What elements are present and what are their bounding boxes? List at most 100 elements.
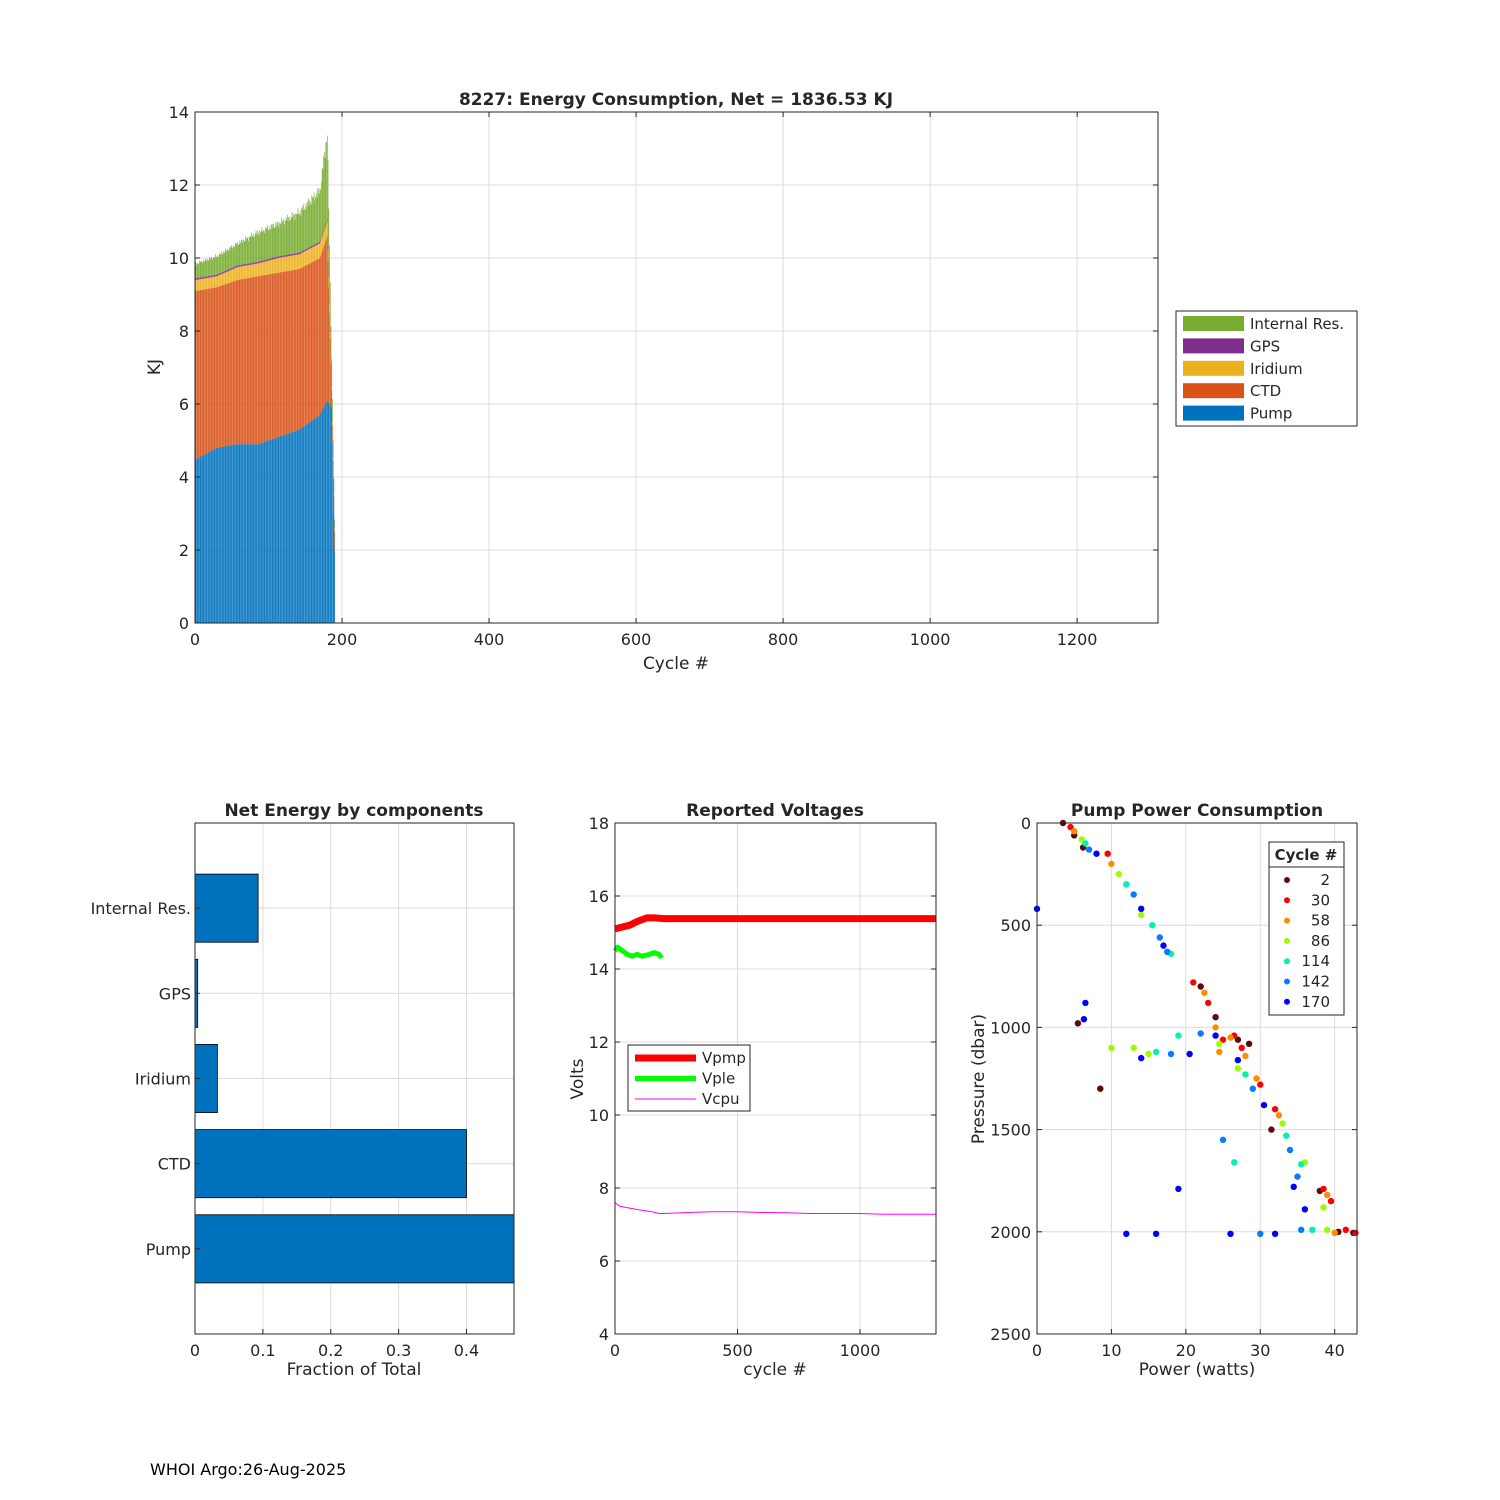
energy-bar-segment [280, 224, 282, 256]
energy-bar-segment [207, 277, 208, 289]
energy-bar-segment [282, 257, 283, 272]
energy-bar-segment [269, 274, 271, 440]
pump-point [1145, 1050, 1152, 1058]
energy-bar-segment [252, 264, 254, 278]
energy-bar-segment [313, 261, 314, 420]
energy-bar-segment [318, 244, 319, 259]
energy-bar-segment [265, 259, 266, 262]
energy-bar-segment [226, 251, 227, 271]
energy-bar-segment [275, 221, 277, 257]
energy-bar-segment [307, 250, 308, 265]
energy-bar-segment [252, 444, 253, 623]
energy-bar-segment [288, 256, 289, 271]
energy-bar-segment [243, 278, 245, 445]
components-xlabel: Fraction of Total [287, 1360, 422, 1380]
energy-bar-segment [220, 272, 222, 275]
energy-bar-segment [315, 196, 316, 244]
energy-bar-segment [258, 276, 260, 444]
energy-bar-segment [224, 270, 226, 273]
energy-bar-segment [274, 273, 276, 439]
energy-bar-segment [235, 268, 236, 281]
energy-bar-segment [300, 268, 302, 429]
energy-bar-segment [313, 419, 315, 623]
pump-chart: 0 10 20 30 40 0 500 1000 1500 2000 2500 Pump Power… [969, 801, 1359, 1380]
energy-bar-segment [245, 236, 247, 264]
energy-bar-segment [284, 255, 286, 257]
energy-bar-segment [199, 279, 200, 291]
energy-bar-segment [226, 283, 227, 447]
energy-bar-segment [309, 200, 311, 248]
energy-bar-segment [307, 198, 309, 248]
energy-bar-segment [326, 221, 327, 224]
energy-bar-segment [227, 445, 229, 623]
energy-bar-segment [294, 219, 296, 254]
energy-bar-segment [199, 456, 201, 623]
energy-bar-segment [285, 434, 286, 623]
energy-bar-segment [321, 251, 323, 411]
energy-bar-segment [206, 289, 208, 454]
energy-bar-segment [324, 244, 325, 407]
energy-bar-segment [224, 272, 226, 285]
components-ytick-label: Iridium [135, 1070, 191, 1089]
energy-xtick-label: 600 [621, 630, 652, 649]
voltages-lines [612, 914, 936, 1215]
energy-bar-segment [239, 264, 241, 267]
energy-bar-segment [278, 436, 280, 623]
energy-bar-segment [306, 248, 308, 251]
energy-bar-segment [239, 444, 241, 623]
energy-bar-segment [250, 237, 252, 263]
pump-point [1320, 1185, 1327, 1193]
energy-bar-segment [239, 240, 241, 265]
energy-bar-segment [218, 447, 219, 623]
energy-bar-segment [310, 246, 311, 249]
energy-bar-segment [218, 275, 219, 287]
energy-bar-segment [308, 249, 310, 264]
energy-bar-segment [264, 259, 266, 262]
energy-bar-segment [222, 254, 224, 272]
energy-bar-segment [290, 219, 291, 255]
energy-bar-segment [244, 263, 246, 266]
energy-bar-segment [288, 256, 290, 271]
energy-xtick-label: 0 [190, 630, 200, 649]
energy-bar-segment [277, 256, 279, 259]
energy-bar-segment [227, 249, 228, 270]
energy-bar-segment [321, 181, 322, 238]
energy-bar-segment [305, 203, 307, 250]
energy-bar-segment [243, 265, 245, 279]
energy-bar-segment [238, 444, 239, 623]
energy-bar-segment [282, 255, 284, 258]
energy-bar-segment [196, 279, 197, 291]
energy-legend-label: GPS [1250, 337, 1280, 355]
energy-bar-segment [209, 257, 211, 276]
energy-bar-segment [234, 280, 236, 445]
energy-bar-segment [315, 245, 317, 260]
energy-bar-segment [313, 245, 314, 247]
energy-bar-segment [225, 248, 227, 271]
energy-bar-segment [209, 451, 211, 623]
energy-bar-segment [292, 431, 294, 623]
energy-legend-label: Iridium [1250, 360, 1303, 378]
energy-bar-segment [208, 277, 210, 289]
energy-bar-segment [234, 266, 236, 269]
energy-bar-segment [227, 250, 229, 270]
pump-ytick-label: 2500 [990, 1325, 1031, 1344]
energy-bar-segment [285, 220, 286, 256]
energy-bar-segment [297, 252, 299, 255]
energy-bar-segment [293, 213, 294, 254]
energy-bar-segment [239, 266, 241, 280]
energy-bar-segment [226, 270, 227, 273]
energy-bar-segment [290, 270, 292, 433]
energy-bar-segment [211, 257, 213, 276]
energy-bar-segment [214, 274, 216, 277]
energy-bar-segment [232, 267, 233, 270]
energy-bar-segment [243, 444, 245, 623]
energy-bar-segment [278, 226, 280, 257]
energy-bar-segment [246, 263, 248, 266]
energy-bar-segment [196, 279, 198, 291]
energy-bar-segment [273, 438, 274, 623]
energy-bar-segment [319, 243, 321, 258]
energy-bar-segment [252, 264, 253, 278]
energy-bar-segment [210, 451, 211, 623]
energy-ytick-label: 12 [169, 176, 189, 195]
energy-bar-segment [327, 247, 329, 249]
